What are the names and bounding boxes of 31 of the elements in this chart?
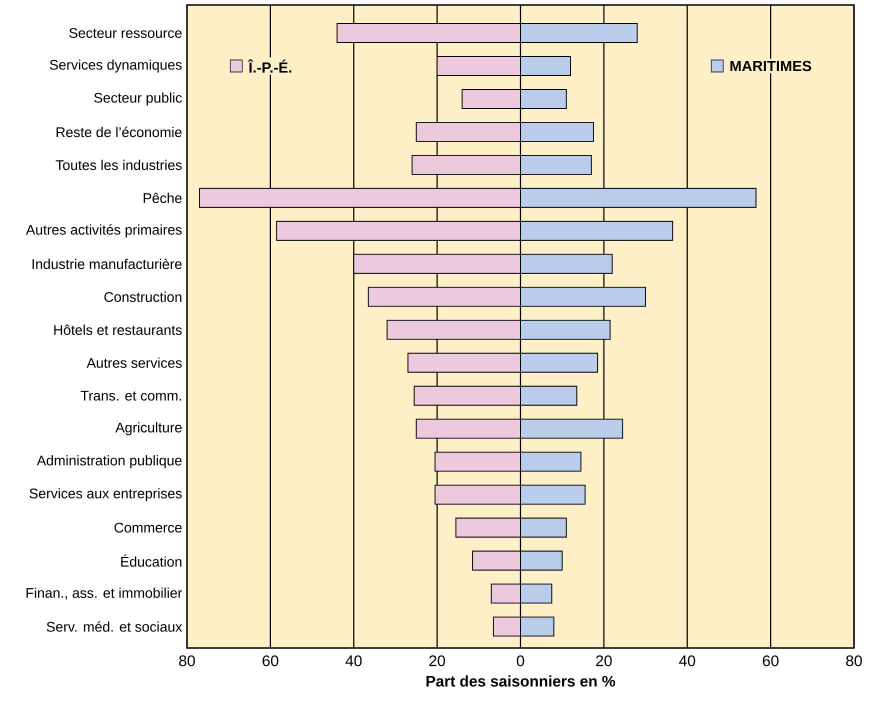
x-tick-label: 40 <box>679 655 696 666</box>
y-tick-label: Éducation <box>121 554 182 567</box>
y-tick-label: Secteur public <box>94 92 182 106</box>
y-tick-label: Reste de l’économie <box>56 126 182 138</box>
x-tick-label: 60 <box>262 655 278 666</box>
x-tick-label: 80 <box>179 655 195 666</box>
y-tick-label: Trans. et comm. <box>80 390 182 401</box>
y-tick-label: Agriculture <box>115 422 182 436</box>
y-tick-label: Finan., ass. et immobilier <box>26 588 182 600</box>
y-tick-label: Secteur ressource <box>69 28 182 38</box>
x-tick-label: 60 <box>762 655 779 666</box>
y-tick-label: Services aux entreprises <box>30 488 182 502</box>
x-tick-label: 40 <box>346 655 362 666</box>
y-tick-label: Serv. méd. et sociaux <box>46 621 182 632</box>
y-tick-label: Administration publique <box>36 455 182 468</box>
x-tick-label: 20 <box>429 655 446 666</box>
y-tick-label: Toutes les industries <box>56 160 182 170</box>
y-tick-label: Pêche <box>144 192 182 204</box>
x-tick-label: 80 <box>846 655 862 666</box>
y-tick-label: Commerce <box>114 522 182 533</box>
x-axis-title: Part des saisonniers en % <box>426 675 616 687</box>
y-tick-label: Autres activités primaires <box>26 224 182 238</box>
legend-label: Î.-P.-É. <box>248 59 292 73</box>
y-tick-label: Hôtels et restaurants <box>54 324 182 335</box>
y-tick-label: Services dynamiques <box>50 59 182 73</box>
legend-label: MARITIMES <box>730 60 812 72</box>
x-tick-label: 20 <box>596 655 612 666</box>
x-tick-label: 0 <box>516 655 524 666</box>
y-tick-label: Industrie manufacturière <box>32 258 182 270</box>
y-tick-label: Autres services <box>86 358 182 368</box>
y-tick-label: Construction <box>104 292 182 302</box>
